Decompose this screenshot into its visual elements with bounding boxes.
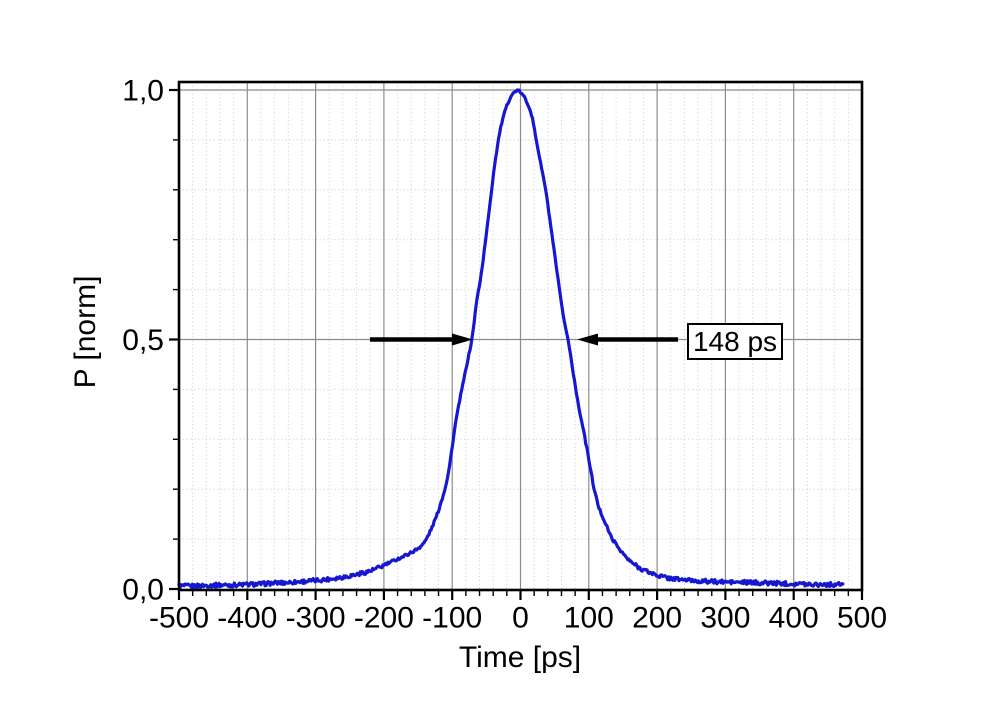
- plot-frame: [177, 80, 864, 592]
- x-tick-label: 400: [769, 602, 819, 635]
- pulse-curve: [177, 88, 845, 590]
- x-tick-label: 300: [700, 602, 750, 635]
- x-tick-label: -100: [422, 602, 482, 635]
- y-tick-label: 0,5: [122, 324, 164, 357]
- x-tick-label: 100: [564, 602, 614, 635]
- y-axis-title: P [norm]: [69, 275, 102, 389]
- x-tick-label: -500: [149, 602, 209, 635]
- x-tick-label: 200: [632, 602, 682, 635]
- fwhm-arrows: [370, 333, 678, 346]
- y-tick-label: 0,0: [122, 574, 164, 607]
- y-tick-label: 1,0: [122, 75, 164, 108]
- fwhm-right-arrow-head: [577, 333, 598, 346]
- fwhm-left-arrow-head: [452, 333, 473, 346]
- fwhm-annotation-label: 148 ps: [692, 325, 778, 357]
- x-tick-label: 0: [512, 602, 529, 635]
- x-tick-label: -400: [217, 602, 277, 635]
- axis-ticks: [169, 88, 864, 600]
- minor-gridlines: [179, 82, 862, 590]
- x-tick-label: 500: [837, 602, 887, 635]
- x-tick-label: -300: [286, 602, 346, 635]
- x-tick-label: -200: [354, 602, 414, 635]
- x-axis-title: Time [ps]: [458, 641, 582, 674]
- fwhm-annotation-box: 148 ps: [687, 323, 783, 360]
